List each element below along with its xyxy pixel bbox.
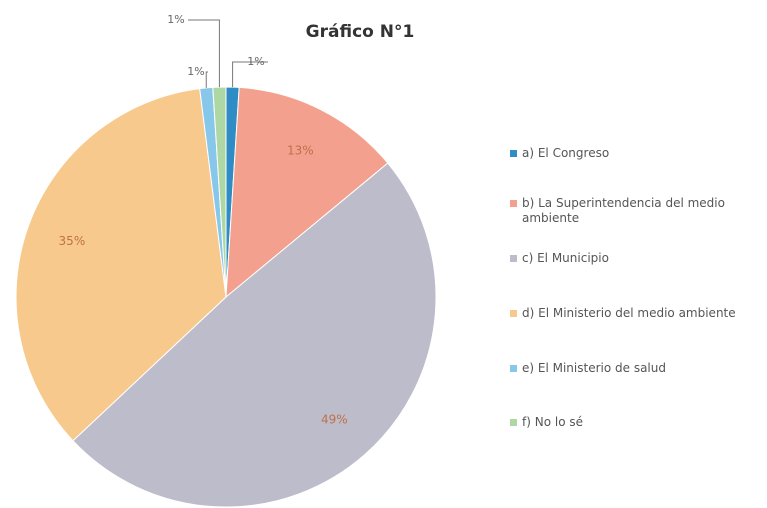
chart-title: Gráfico N°1 (306, 22, 415, 42)
legend-item: f) No lo sé (510, 415, 765, 430)
data-label: 1% (167, 13, 184, 26)
legend-item: b) La Superintendencia del medio ambient… (510, 196, 765, 226)
legend-swatch (510, 255, 517, 262)
legend-label: e) El Ministerio de salud (522, 361, 666, 375)
leader-line (188, 19, 220, 88)
data-label: 13% (287, 144, 314, 158)
pie-slice (72, 162, 437, 508)
data-label: 1% (187, 65, 204, 78)
legend-label: b) La Superintendencia del medio ambient… (522, 196, 725, 225)
legend-item: e) El Ministerio de salud (510, 361, 765, 376)
legend-item: d) El Ministerio del medio ambiente (510, 306, 765, 321)
data-label: 1% (247, 55, 264, 68)
data-label: 49% (321, 412, 348, 426)
legend-item: a) El Congreso (510, 146, 765, 161)
legend-label: a) El Congreso (522, 146, 610, 160)
pie-slice (212, 86, 227, 298)
data-label: 35% (59, 234, 86, 248)
pie-slice (225, 86, 389, 299)
legend-swatch (510, 419, 517, 426)
legend-label: d) El Ministerio del medio ambiente (522, 306, 736, 320)
legend-label: c) El Municipio (522, 251, 609, 265)
legend-swatch (510, 365, 517, 372)
legend-swatch (510, 150, 517, 157)
legend-item: c) El Municipio (510, 251, 765, 266)
leader-line (205, 71, 208, 88)
legend-swatch (510, 200, 517, 207)
pie-slice (15, 88, 227, 442)
legend-label: f) No lo sé (522, 415, 583, 429)
leader-line (232, 61, 268, 88)
legend-swatch (510, 310, 517, 317)
